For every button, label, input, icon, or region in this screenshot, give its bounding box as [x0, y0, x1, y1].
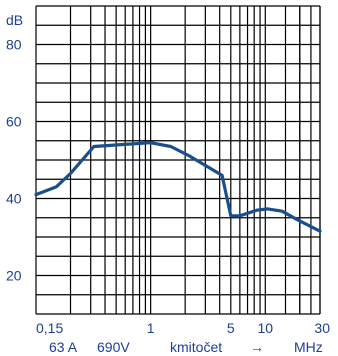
annotation-voltage: 690V — [97, 339, 130, 355]
y-tick-label: 60 — [6, 114, 22, 130]
x-tick-label: 0,15 — [36, 320, 63, 336]
y-axis-label: dB — [6, 12, 23, 28]
y-tick-label: 20 — [6, 268, 22, 284]
x-tick-label: 10 — [258, 320, 274, 336]
tick-labels: 80 60 40 20 0,15 1 5 10 30 — [6, 37, 330, 337]
x-axis-label: kmitočet — [170, 339, 222, 355]
x-tick-label: 1 — [147, 320, 155, 336]
series-line — [34, 141, 322, 233]
arrow-annotation: → — [250, 339, 264, 355]
x-unit-label: MHz — [294, 339, 323, 355]
x-tick-label: 5 — [227, 320, 235, 336]
x-tick-label: 30 — [314, 320, 330, 336]
y-tick-label: 80 — [6, 37, 22, 53]
chart-grid — [35, 5, 321, 315]
annotation-current: 63 A — [49, 339, 78, 355]
y-tick-label: 40 — [6, 191, 22, 207]
